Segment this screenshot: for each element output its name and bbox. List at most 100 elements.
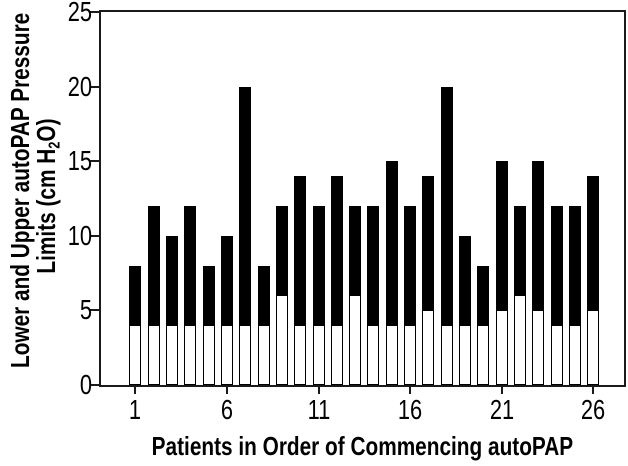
lower-limit-segment — [550, 325, 563, 385]
lower-limit-segment — [385, 325, 398, 385]
lower-limit-segment — [459, 325, 472, 385]
lower-limit-segment — [440, 325, 453, 385]
stacked-bar-patient-16 — [404, 205, 417, 385]
stacked-bar-patient-11 — [312, 205, 325, 385]
stacked-bar-patient-9 — [275, 205, 288, 385]
x-axis-title-wrap: Patients in Order of Commencing autoPAP — [99, 432, 626, 460]
lower-limit-segment — [568, 325, 581, 385]
y-axis-tick-label: 15 — [67, 145, 92, 177]
stacked-bar-patient-13 — [349, 205, 362, 385]
upper-limit-segment — [422, 176, 435, 311]
x-axis-tick-label: 1 — [129, 394, 142, 425]
lower-limit-segment — [330, 325, 343, 385]
stacked-bar-patient-17 — [422, 176, 435, 385]
lower-limit-segment — [294, 325, 307, 385]
lower-limit-segment — [404, 325, 417, 385]
lower-limit-segment — [514, 295, 527, 385]
lower-limit-segment — [349, 295, 362, 385]
stacked-bar-patient-26 — [587, 176, 600, 385]
upper-limit-segment — [184, 205, 197, 326]
stacked-bar-patient-4 — [184, 205, 197, 385]
x-axis-title: Patients in Order of Commencing autoPAP — [151, 431, 574, 461]
x-axis-tick — [500, 387, 503, 394]
y-axis-tick — [90, 85, 99, 88]
stacked-bar-patient-5 — [202, 265, 215, 385]
y-axis-tick-label: 0 — [79, 369, 92, 400]
lower-limit-segment — [220, 325, 233, 385]
upper-limit-segment — [404, 205, 417, 326]
upper-limit-segment — [294, 176, 307, 326]
lower-limit-segment — [129, 325, 142, 385]
y-axis-tick — [90, 309, 99, 312]
x-axis-tick — [225, 387, 228, 394]
stacked-bar-patient-25 — [568, 205, 581, 385]
upper-limit-segment — [459, 235, 472, 326]
stacked-bar-patient-8 — [257, 265, 270, 385]
x-axis-tick-label: 11 — [307, 394, 330, 425]
upper-limit-segment — [220, 235, 233, 326]
lower-limit-segment — [367, 325, 380, 385]
upper-limit-segment — [202, 265, 215, 326]
stacked-bar-patient-19 — [459, 235, 472, 385]
x-axis-tick — [592, 387, 595, 394]
stacked-bar-patient-22 — [514, 205, 527, 385]
lower-limit-segment — [312, 325, 325, 385]
lower-limit-segment — [202, 325, 215, 385]
y-axis-tick — [90, 234, 99, 237]
stacked-bar-patient-2 — [147, 205, 160, 385]
upper-limit-segment — [568, 205, 581, 326]
y-axis-title-line2-end: O) — [31, 118, 61, 142]
lower-limit-segment — [532, 310, 545, 385]
stacked-bar-patient-24 — [550, 205, 563, 385]
stacked-bar-patient-14 — [367, 205, 380, 385]
y-axis-tick-label: 5 — [79, 294, 92, 326]
lower-limit-segment — [184, 325, 197, 385]
upper-limit-segment — [532, 161, 545, 311]
upper-limit-segment — [477, 265, 490, 326]
upper-limit-segment — [165, 235, 178, 326]
upper-limit-segment — [129, 265, 142, 326]
upper-limit-segment — [367, 205, 380, 326]
stacked-bar-patient-20 — [477, 265, 490, 385]
lower-limit-segment — [477, 325, 490, 385]
upper-limit-segment — [330, 176, 343, 326]
upper-limit-segment — [275, 205, 288, 296]
upper-limit-segment — [257, 265, 270, 326]
upper-limit-segment — [147, 205, 160, 326]
stacked-bar-patient-23 — [532, 161, 545, 385]
lower-limit-segment — [587, 310, 600, 385]
y-axis-tick — [90, 384, 99, 386]
y-axis-tick — [90, 11, 99, 13]
stacked-bar-patient-15 — [385, 161, 398, 385]
x-axis-tick-label: 16 — [397, 394, 423, 425]
x-axis-tick — [317, 387, 320, 394]
plot-area — [99, 10, 626, 387]
y-axis-tick-label: 10 — [67, 219, 92, 251]
x-axis-tick-label: 26 — [581, 394, 606, 425]
x-axis-tick — [409, 387, 412, 394]
upper-limit-segment — [239, 86, 252, 326]
upper-limit-segment — [587, 176, 600, 311]
lower-limit-segment — [239, 325, 252, 385]
upper-limit-segment — [550, 205, 563, 326]
lower-limit-segment — [147, 325, 160, 385]
x-axis-tick — [134, 387, 137, 394]
stacked-bar-patient-6 — [220, 235, 233, 385]
stacked-bar-patient-12 — [330, 176, 343, 385]
stacked-bar-patient-3 — [165, 235, 178, 385]
upper-limit-segment — [349, 205, 362, 296]
y-axis-tick-label: 25 — [67, 0, 92, 27]
upper-limit-segment — [312, 205, 325, 326]
lower-limit-segment — [422, 310, 435, 385]
stacked-bar-patient-7 — [239, 86, 252, 385]
upper-limit-segment — [495, 161, 508, 311]
x-axis-tick-label: 21 — [489, 394, 514, 425]
upper-limit-segment — [385, 161, 398, 326]
lower-limit-segment — [495, 310, 508, 385]
y-axis-tick — [90, 160, 99, 163]
stacked-bar-patient-18 — [440, 86, 453, 385]
upper-limit-segment — [514, 205, 527, 296]
upper-limit-segment — [440, 86, 453, 326]
lower-limit-segment — [275, 295, 288, 385]
